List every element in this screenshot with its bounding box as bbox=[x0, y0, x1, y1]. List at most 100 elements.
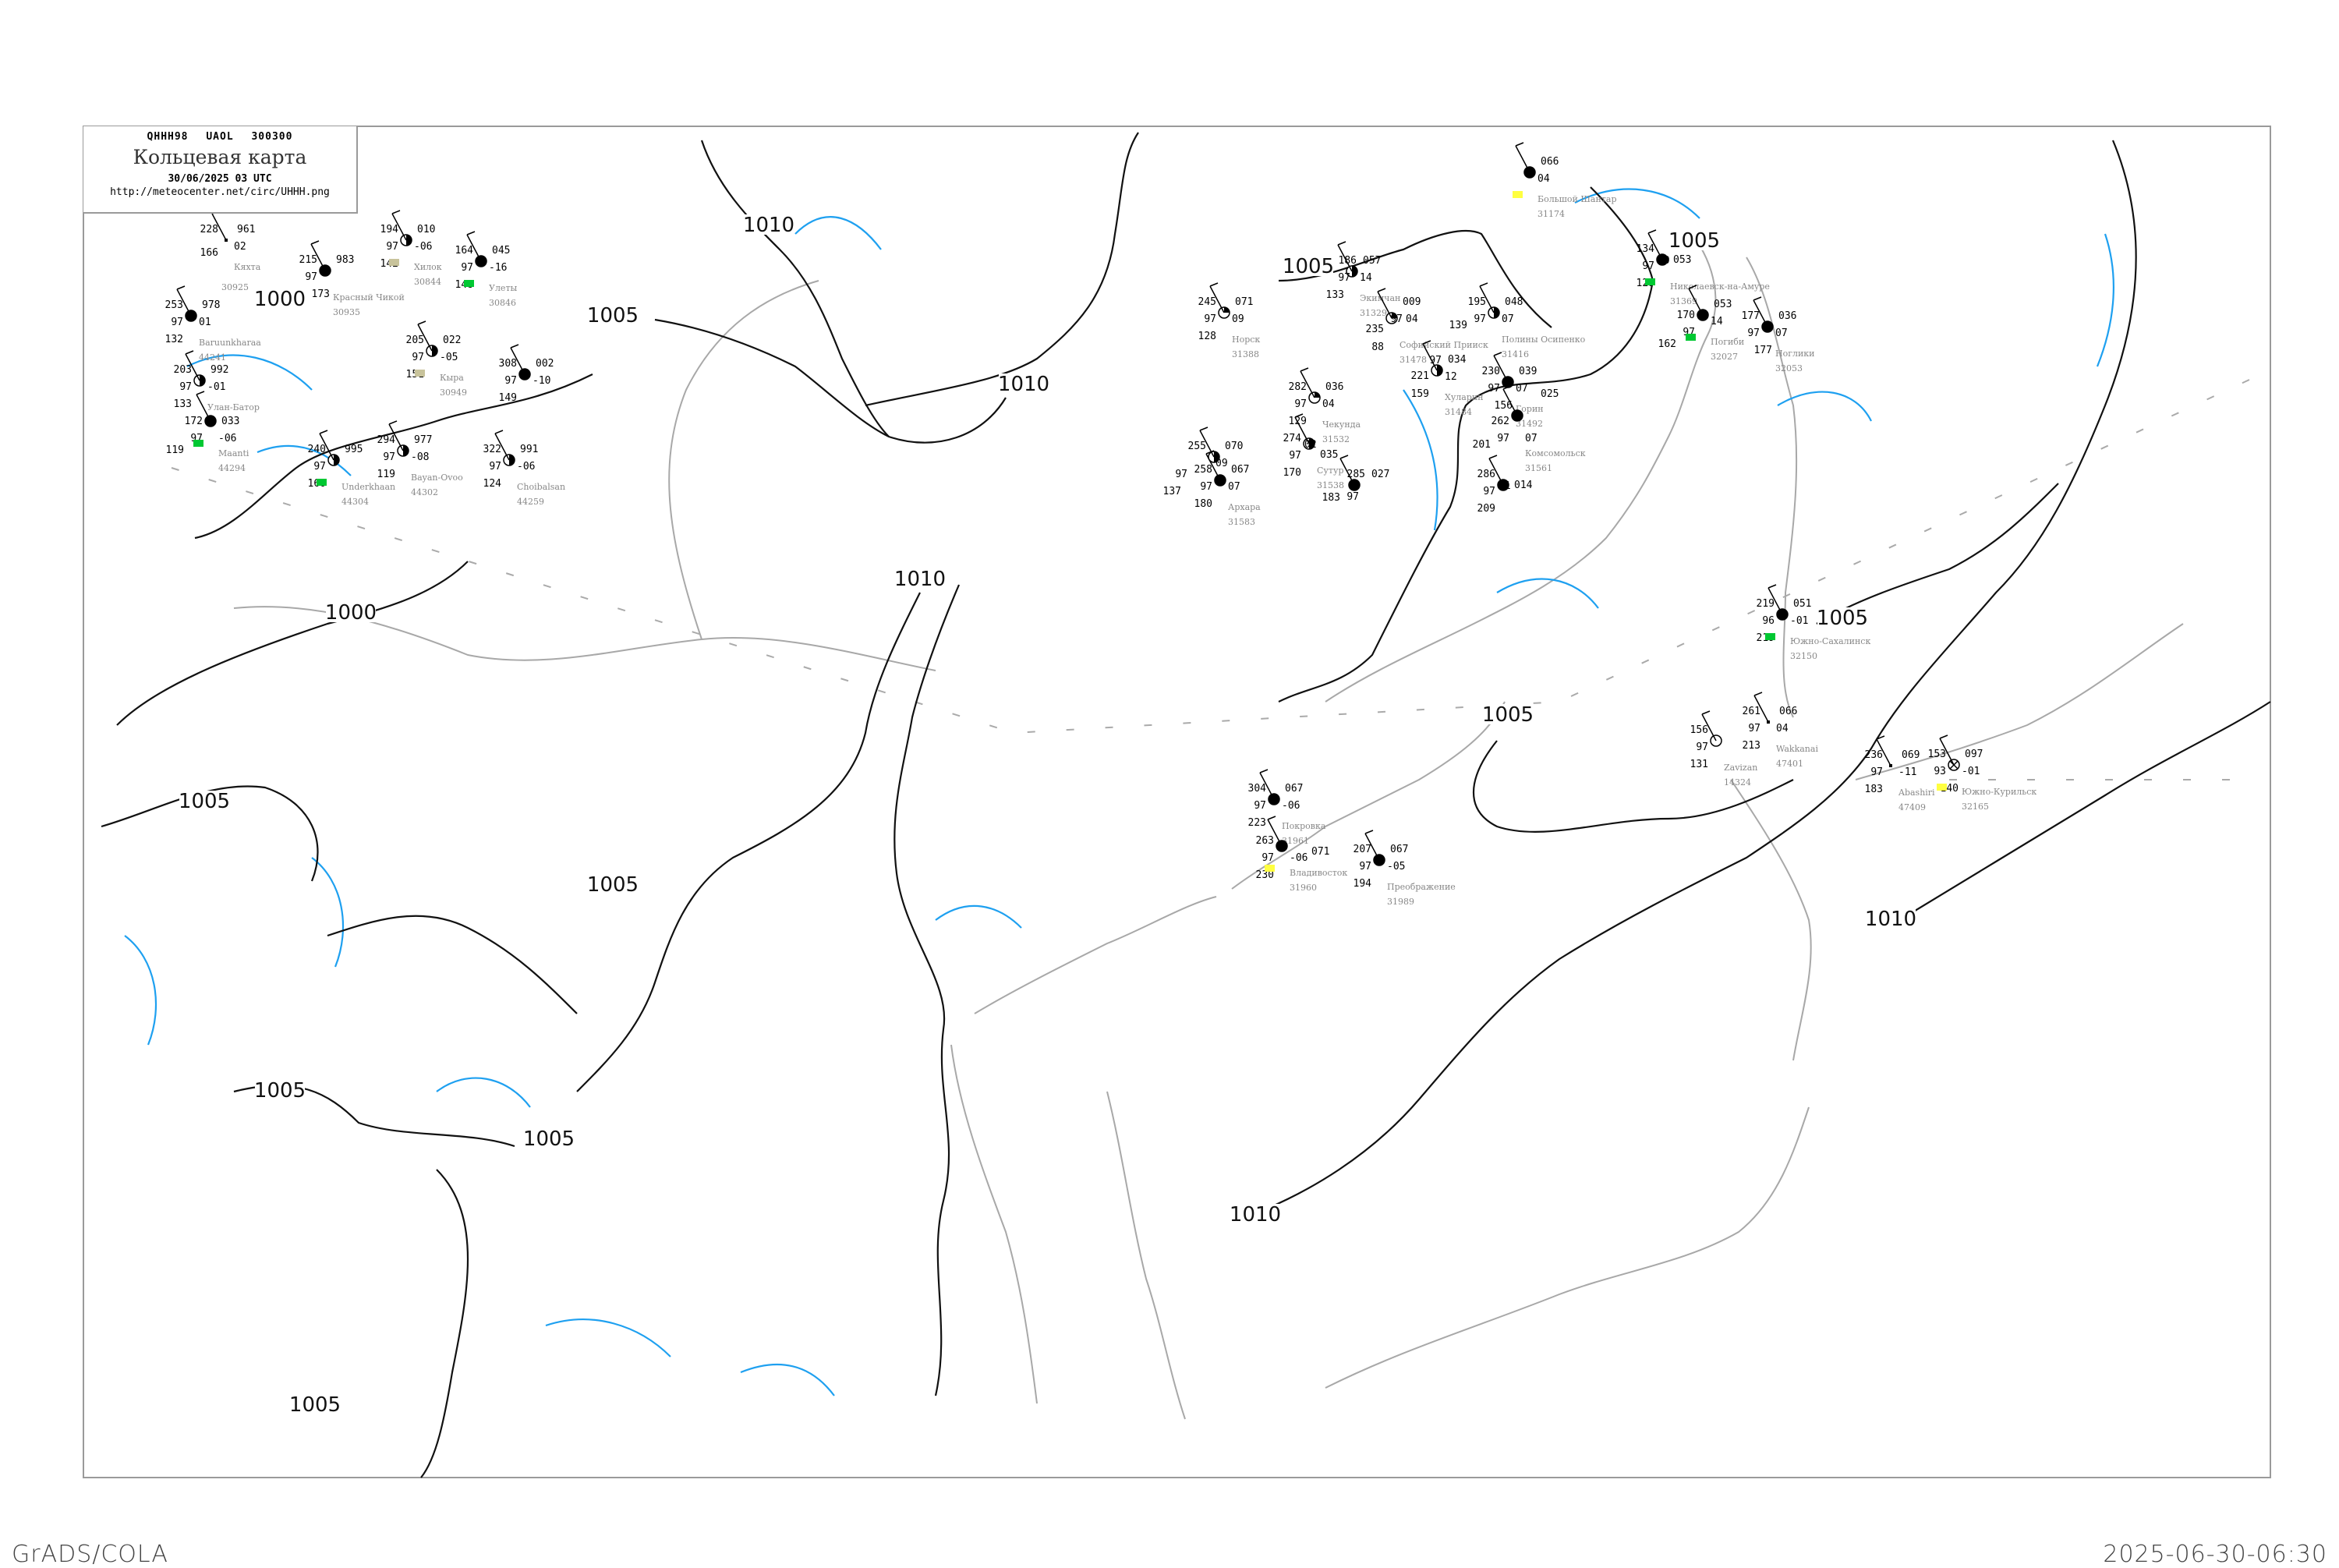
station-31[interactable]: 203 97 133 992 -01 Улан-Батор bbox=[174, 350, 260, 412]
isobar-label-bg bbox=[1283, 256, 1333, 276]
isobar-label: 1005 bbox=[289, 1393, 341, 1417]
station-value-ml: 97 bbox=[1488, 383, 1500, 395]
wind-barb-icon bbox=[494, 430, 510, 461]
wind-barb-icon bbox=[1515, 142, 1530, 173]
station-14324[interactable]: 156 97 131 Zavizan 14324 bbox=[1690, 710, 1758, 788]
station-value-ml: 97 bbox=[1870, 766, 1883, 778]
station-value-bl: 170 bbox=[1283, 467, 1301, 479]
station-14[interactable]: 255 97 137 070 09 bbox=[1163, 427, 1244, 497]
station-id: 44259 bbox=[517, 497, 544, 507]
station-31388[interactable]: 245 97 128 071 09 Норск 31388 bbox=[1198, 282, 1261, 359]
cloud-half-fill bbox=[1494, 307, 1499, 318]
station-value-tr: 961 bbox=[237, 224, 255, 235]
station-15[interactable]: 285 97 183 027 bbox=[1322, 455, 1390, 504]
station-value-bl: 133 bbox=[1326, 289, 1344, 301]
station-47401[interactable]: 261 97 213 066 04 Wakkanai 47401 bbox=[1743, 692, 1819, 769]
station-value-bl: 119 bbox=[377, 469, 395, 480]
station-value-ml: 97 bbox=[1497, 433, 1509, 444]
station-id: 31538 bbox=[1317, 480, 1344, 490]
station-value-tl: 170 bbox=[1677, 310, 1695, 321]
station-value-tl: 207 bbox=[1354, 844, 1371, 855]
station-value-bl: 213 bbox=[1743, 740, 1760, 752]
station-value-ml: 97 bbox=[461, 262, 473, 274]
isobar-label-group: 1005 bbox=[523, 1127, 575, 1151]
isobar-label-group: 1010 bbox=[1865, 908, 1916, 931]
station-id: 31532 bbox=[1322, 434, 1350, 444]
station-id: 47401 bbox=[1776, 759, 1803, 769]
station-31329[interactable]: 186 97 133 057 14 Экимчан 31329 bbox=[1326, 241, 1401, 318]
source-url[interactable]: http://meteocenter.net/circ/UHHH.png bbox=[110, 186, 330, 198]
station-value-tr: 053 bbox=[1673, 254, 1691, 266]
wind-barb-icon bbox=[1377, 288, 1392, 319]
station-value-bl: 162 bbox=[1658, 338, 1676, 350]
isobar-label: 1005 bbox=[1283, 255, 1334, 278]
station-31561[interactable]: 262 97 201 025 07 Комсомольск 31561 bbox=[1473, 385, 1586, 473]
station-value-mr: -01 bbox=[207, 381, 225, 393]
isobar-label: 1010 bbox=[1230, 1203, 1281, 1226]
station-value-tl: 235 bbox=[1366, 324, 1384, 335]
wind-barb-icon bbox=[1488, 455, 1504, 486]
station-30935[interactable]: 215 97 173 983 Красный Чикой 30935 bbox=[299, 240, 405, 317]
station-31583[interactable]: 258 97 180 067 07 Архара 31583 bbox=[1194, 450, 1262, 527]
station-36[interactable]: 308 97 149 002 -10 bbox=[499, 344, 554, 404]
station-30925[interactable]: 228 166 961 02 Кяхта 30925 bbox=[200, 210, 261, 292]
station-44259[interactable]: 322 97 124 991 -06 Choibalsan 44259 bbox=[483, 430, 566, 507]
station-value-ml: 97 bbox=[383, 451, 395, 463]
isobar-label-group: 1005 bbox=[179, 790, 230, 813]
precip-marker bbox=[1645, 278, 1655, 285]
wind-barb-icon bbox=[185, 350, 200, 381]
wind-barb-icon bbox=[466, 231, 482, 262]
station-value-tl: 221 bbox=[1411, 370, 1429, 382]
station-value-tr: 992 bbox=[211, 364, 228, 376]
station-44241[interactable]: 253 97 132 978 01 Baruunkharaa 44241 bbox=[165, 285, 262, 363]
station-id: 32150 bbox=[1790, 651, 1817, 661]
wind-barb-icon bbox=[1364, 830, 1380, 861]
station-value-mr: 02 bbox=[1304, 439, 1317, 451]
station-id: 44302 bbox=[411, 487, 438, 497]
wind-barb-icon bbox=[1688, 285, 1704, 316]
station-47409[interactable]: 236 97 183 069 -11 Abashiri 47409 bbox=[1865, 735, 1936, 812]
station-value-mr: 07 bbox=[1516, 383, 1528, 395]
station-value-tl: 153 bbox=[1928, 749, 1946, 760]
station-31989[interactable]: 207 97 194 067 -05 Преображение 31989 bbox=[1354, 830, 1456, 907]
station-value-bl: 201 bbox=[1473, 439, 1491, 451]
station-44302[interactable]: 294 97 119 977 -08 Bayan-Ovoo 44302 bbox=[377, 420, 464, 497]
isobar-label: 1005 bbox=[587, 873, 639, 897]
station-31478[interactable]: 235 97 88 009 04 Софийский Прииск 31478 bbox=[1366, 288, 1488, 365]
station-value-tr: 057 bbox=[1363, 255, 1381, 267]
station-31961[interactable]: 304 97 223 067 -06 Покровка 31961 bbox=[1248, 769, 1326, 846]
isobar-label-bg bbox=[588, 305, 638, 325]
station-value-ml: 97 bbox=[1338, 272, 1350, 284]
station-44304[interactable]: 24097160995Underkhaan44304 bbox=[308, 430, 396, 507]
station-value-tl: 322 bbox=[483, 444, 501, 455]
station-32053[interactable]: 177 97 177 036 07 Ноглики 32053 bbox=[1742, 296, 1815, 373]
station-value-tr: 991 bbox=[520, 444, 538, 455]
map-title: Кольцевая карта bbox=[133, 146, 307, 168]
station-31416[interactable]: 195 97 139 048 07 Полины Осипенко 31416 bbox=[1449, 282, 1586, 359]
station-name: Choibalsan bbox=[517, 482, 565, 492]
station-value-ml: 97 bbox=[489, 461, 501, 473]
station-name: Wakkanai bbox=[1776, 744, 1818, 754]
software-credit: GrADS/COLA bbox=[12, 1541, 168, 1568]
station-id: 31416 bbox=[1502, 349, 1529, 359]
station-value-tl: 186 bbox=[1339, 255, 1357, 267]
station-31960[interactable]: 263 97 230 071-06 Владивосток 31960 bbox=[1256, 816, 1348, 893]
station-value-tl: 236 bbox=[1865, 749, 1883, 761]
station-31174[interactable]: 066 04 Большой Шантар 31174 bbox=[1513, 142, 1617, 219]
isobar-label-group: 1010 bbox=[1230, 1203, 1281, 1226]
station-name: Большой Шантар bbox=[1538, 194, 1617, 204]
station-value-tr: 036 bbox=[1778, 310, 1796, 322]
